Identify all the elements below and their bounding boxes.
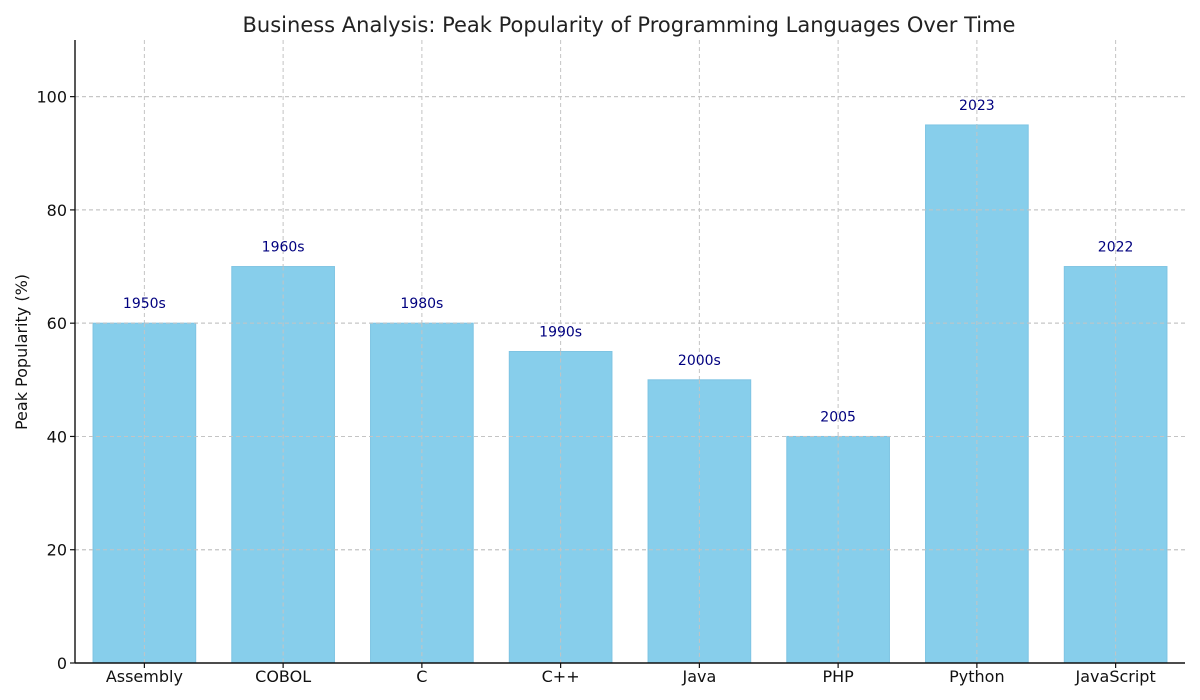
bar-label-5: 2005 bbox=[820, 409, 856, 425]
chart-title: Business Analysis: Peak Popularity of Pr… bbox=[243, 13, 1016, 37]
x-tick-label-0: Assembly bbox=[106, 667, 183, 686]
bars bbox=[75, 96, 1185, 664]
y-tick-label-20: 20 bbox=[47, 541, 67, 560]
y-tick-label-100: 100 bbox=[36, 88, 67, 107]
x-tick-label-7: JavaScript bbox=[1075, 667, 1156, 686]
x-tick-label-1: COBOL bbox=[255, 667, 311, 686]
x-tick-label-5: PHP bbox=[822, 667, 854, 686]
bar-label-3: 1990s bbox=[539, 325, 582, 341]
y-tick-label-80: 80 bbox=[47, 201, 67, 220]
labels: 0 20 40 60 80 100 Assembly COBOL C C++ Java PHP Pyth… bbox=[36, 88, 1155, 686]
x-tick-label-3: C++ bbox=[542, 667, 580, 686]
x-tick-label-4: Java bbox=[681, 667, 716, 686]
y-tick-label-60: 60 bbox=[47, 314, 67, 333]
y-axis-label: Peak Popularity (%) bbox=[12, 274, 31, 430]
y-tick-label-40: 40 bbox=[47, 427, 67, 446]
bar-label-2: 1980s bbox=[400, 296, 443, 312]
x-tick-label-6: Python bbox=[949, 667, 1004, 686]
bar-label-7: 2022 bbox=[1098, 240, 1134, 256]
y-tick-label-0: 0 bbox=[57, 654, 67, 673]
bar-label-4: 2000s bbox=[678, 353, 721, 369]
bar-label-1: 1960s bbox=[262, 240, 305, 256]
bar-label-6: 2023 bbox=[959, 98, 995, 114]
x-tick-label-2: C bbox=[416, 667, 427, 686]
bar-label-0: 1950s bbox=[123, 296, 166, 312]
axes bbox=[70, 40, 1185, 668]
